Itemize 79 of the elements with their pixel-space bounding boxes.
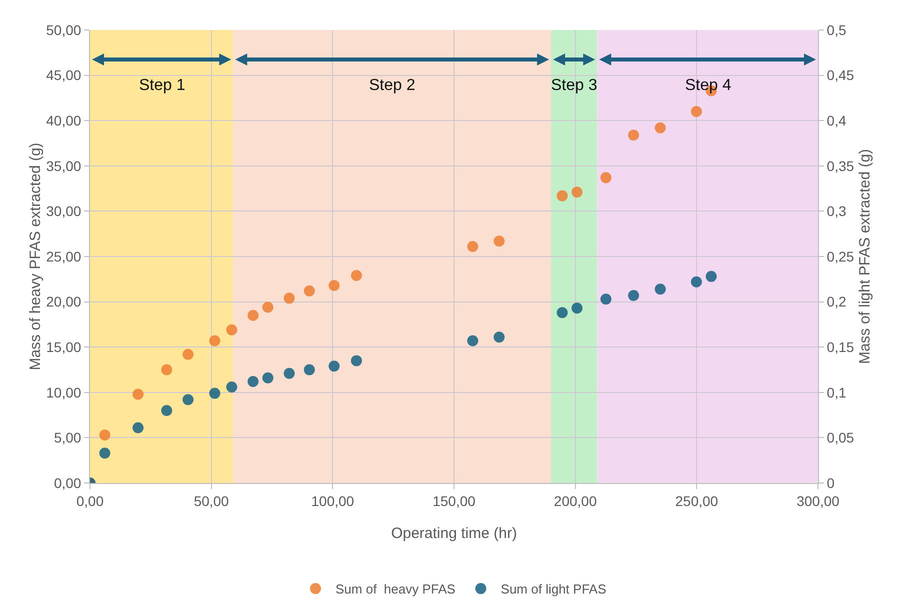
- point: [284, 368, 295, 379]
- y2-tick-label: 0,15: [826, 339, 854, 355]
- point: [654, 284, 666, 295]
- point: [706, 270, 717, 282]
- y-axis-title: Mass of heavy PFAS extracted (g): [27, 142, 44, 370]
- point: [467, 335, 478, 346]
- x-tick-label: 200,00: [554, 492, 597, 509]
- point: [600, 172, 612, 184]
- y-tick-label: 15,00: [46, 339, 82, 355]
- point: [161, 364, 172, 376]
- legend-label: Sum of light PFAS: [500, 582, 607, 597]
- y2-tick-label: 0,1: [826, 384, 846, 400]
- x-tick-label: 100,00: [311, 492, 354, 509]
- point: [132, 388, 144, 400]
- point: [262, 372, 274, 384]
- x-tick-label: 300,00: [796, 492, 840, 509]
- y-tick-label: 20,00: [46, 294, 82, 310]
- band-label: Step 3: [551, 77, 598, 94]
- point: [161, 405, 172, 416]
- y-tick-label: 50,00: [46, 22, 82, 38]
- point: [209, 335, 220, 346]
- y2-tick-label: 0,2: [826, 294, 846, 310]
- y2-tick-label: 0: [826, 474, 835, 491]
- y2-tick-label: 0,35: [826, 158, 854, 174]
- point: [182, 348, 194, 360]
- point: [654, 122, 666, 134]
- y-tick-label: 35,00: [46, 158, 82, 174]
- point: [494, 236, 505, 247]
- y2-tick-label: 0,3: [826, 203, 846, 220]
- band-label: Step 1: [139, 77, 186, 94]
- point: [132, 422, 144, 434]
- y-tick-label: 45,00: [46, 67, 82, 84]
- point: [99, 448, 110, 459]
- y2-tick-label: 0,4: [826, 112, 846, 128]
- point: [690, 276, 702, 288]
- y2-tick-label: 0,45: [826, 67, 854, 84]
- point: [99, 429, 110, 440]
- band-label: Step 2: [369, 77, 416, 94]
- point: [226, 381, 238, 392]
- y2-tick-label: 0,5: [826, 22, 846, 38]
- point: [628, 130, 640, 141]
- point: [572, 186, 583, 198]
- point: [182, 394, 194, 406]
- point: [304, 285, 315, 296]
- point: [690, 106, 702, 118]
- y-tick-label: 5,00: [54, 430, 82, 446]
- point: [262, 302, 274, 313]
- x-axis-title: Operating time (hr): [391, 525, 517, 542]
- band-label: Step 4: [685, 77, 732, 94]
- y-tick-label: 25,00: [46, 248, 82, 264]
- point: [556, 307, 568, 318]
- point: [494, 332, 505, 343]
- y-tick-label: 0,00: [54, 474, 82, 491]
- point: [572, 302, 583, 314]
- y2-tick-label: 0,05: [826, 430, 854, 446]
- point: [556, 190, 568, 202]
- x-tick-label: 250,00: [675, 492, 718, 509]
- point: [628, 290, 640, 301]
- x-tick-label: 0,00: [76, 492, 104, 509]
- x-tick-label: 150,00: [432, 492, 476, 509]
- y2-axis-title: Mass of light PFAS extracted (g): [856, 148, 874, 364]
- legend-label: Sum of heavy PFAS: [336, 582, 456, 597]
- y-tick-label: 30,00: [46, 203, 82, 220]
- point: [248, 310, 259, 321]
- point: [600, 294, 612, 305]
- x-tick-label: 50,00: [194, 492, 230, 509]
- point: [467, 241, 478, 252]
- point: [350, 270, 362, 282]
- point: [350, 355, 362, 366]
- point: [328, 360, 340, 372]
- y2-tick-label: 0,25: [826, 248, 854, 264]
- point: [328, 280, 340, 291]
- point: [284, 292, 295, 304]
- point: [209, 388, 220, 399]
- y-tick-label: 10,00: [46, 384, 82, 400]
- y-tick-label: 40,00: [46, 112, 82, 128]
- point: [226, 324, 238, 336]
- point: [248, 376, 259, 388]
- point: [304, 364, 315, 376]
